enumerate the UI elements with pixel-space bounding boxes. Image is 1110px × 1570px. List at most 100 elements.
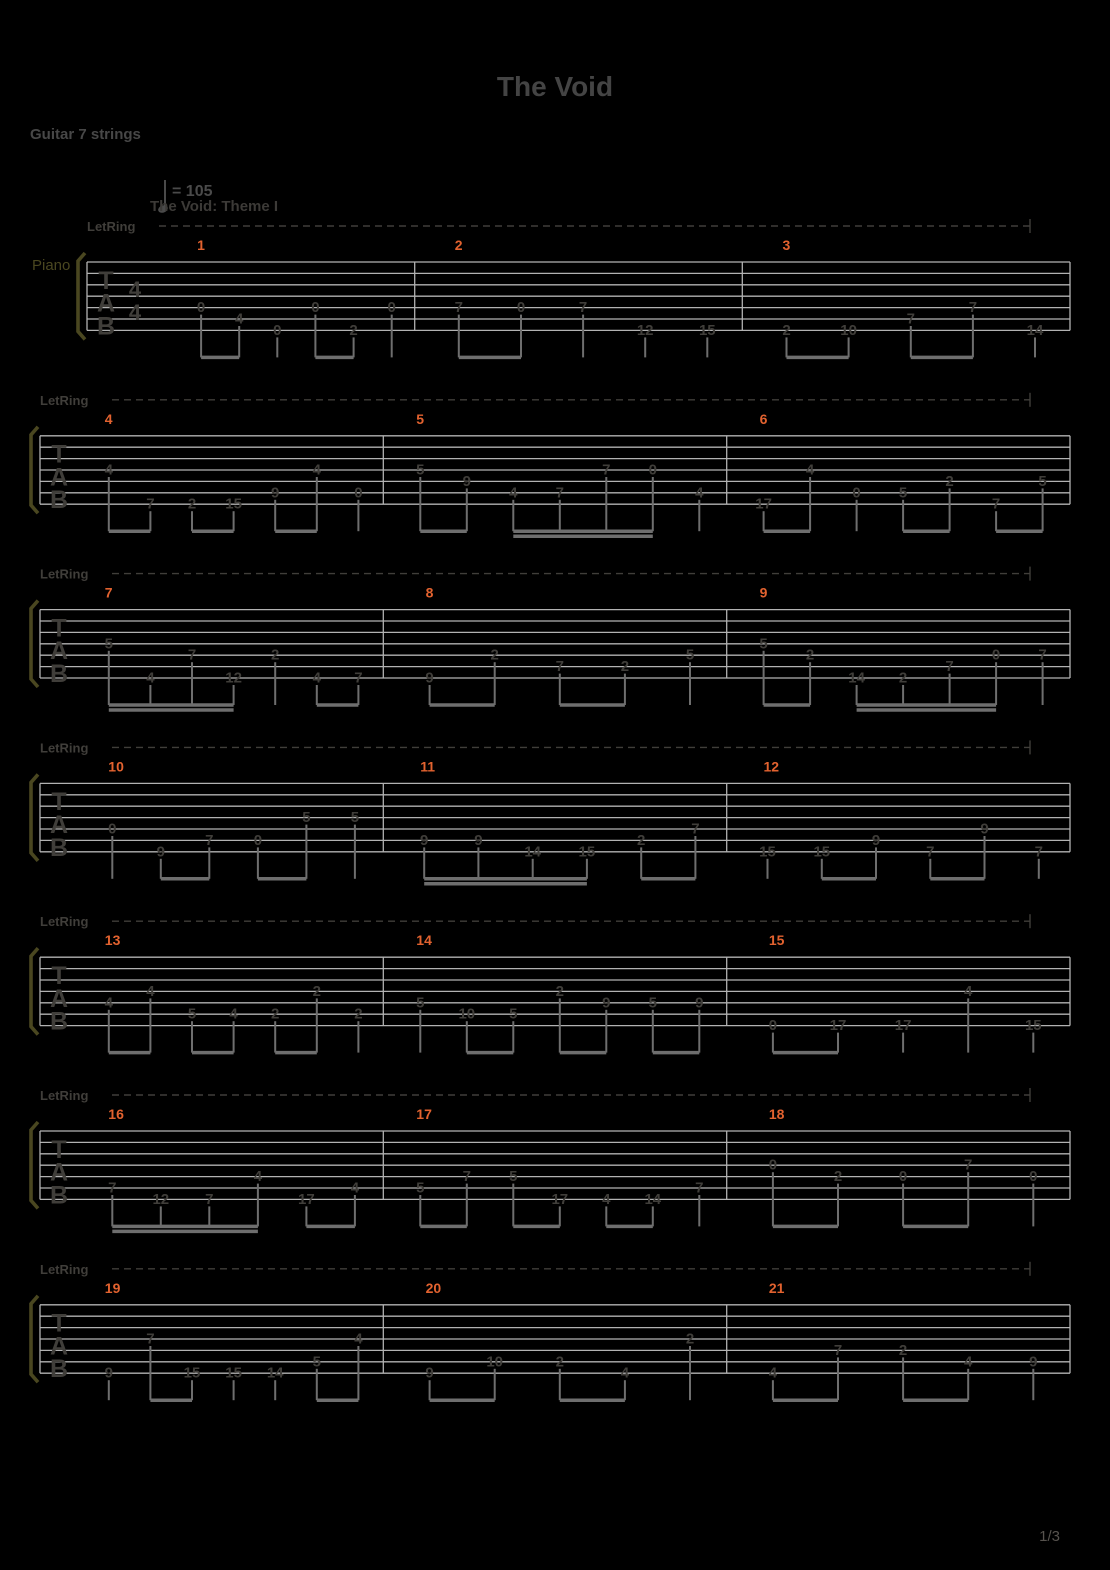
svg-text:9: 9	[463, 473, 471, 490]
svg-text:LetRing: LetRing	[40, 1262, 88, 1277]
svg-text:B: B	[50, 1008, 68, 1036]
svg-text:17: 17	[830, 1017, 847, 1034]
svg-text:2: 2	[945, 473, 953, 490]
svg-text:13: 13	[105, 932, 121, 948]
svg-text:7: 7	[926, 843, 934, 860]
svg-text:2: 2	[455, 237, 463, 253]
svg-text:12: 12	[225, 670, 242, 687]
svg-text:2: 2	[354, 1006, 362, 1023]
svg-text:6: 6	[760, 411, 768, 427]
svg-text:LetRing: LetRing	[87, 219, 135, 234]
svg-text:5: 5	[1038, 473, 1046, 490]
svg-text:4: 4	[313, 670, 322, 687]
svg-text:7: 7	[907, 311, 915, 328]
svg-text:12: 12	[764, 758, 780, 774]
svg-text:4: 4	[769, 1365, 778, 1382]
svg-text:4: 4	[105, 994, 114, 1011]
svg-text:4: 4	[146, 983, 155, 1000]
svg-text:7: 7	[556, 658, 564, 675]
svg-text:7: 7	[146, 496, 154, 513]
svg-text:The Void: Theme I: The Void: Theme I	[150, 198, 278, 215]
svg-text:7: 7	[691, 821, 699, 838]
svg-text:5: 5	[649, 994, 657, 1011]
svg-text:B: B	[97, 312, 115, 340]
svg-text:7: 7	[992, 496, 1000, 513]
svg-text:17: 17	[551, 1191, 568, 1208]
svg-text:12: 12	[637, 322, 654, 339]
svg-text:14: 14	[848, 670, 865, 687]
svg-text:2: 2	[556, 1353, 564, 1370]
svg-text:7: 7	[579, 299, 587, 316]
svg-text:7: 7	[1035, 843, 1043, 860]
svg-text:5: 5	[416, 462, 424, 479]
svg-text:7: 7	[695, 1180, 703, 1197]
svg-text:15: 15	[759, 843, 776, 860]
svg-text:18: 18	[769, 1106, 785, 1122]
svg-text:4: 4	[964, 1353, 973, 1370]
svg-text:4: 4	[695, 484, 704, 501]
svg-text:0: 0	[388, 299, 396, 316]
svg-text:0: 0	[354, 484, 362, 501]
svg-text:5: 5	[351, 809, 359, 826]
svg-text:10: 10	[458, 1006, 475, 1023]
svg-text:15: 15	[225, 1365, 242, 1382]
svg-text:B: B	[50, 1355, 68, 1383]
svg-text:LetRing: LetRing	[40, 914, 88, 929]
svg-text:17: 17	[416, 1106, 432, 1122]
svg-text:7: 7	[969, 299, 977, 316]
svg-text:4: 4	[254, 1168, 263, 1185]
svg-text:10: 10	[486, 1353, 503, 1370]
svg-text:0: 0	[197, 299, 205, 316]
svg-text:5: 5	[416, 994, 424, 1011]
svg-text:4: 4	[602, 1191, 611, 1208]
svg-text:17: 17	[755, 496, 772, 513]
svg-text:LetRing: LetRing	[40, 740, 88, 755]
svg-text:8: 8	[426, 585, 434, 601]
svg-text:15: 15	[699, 322, 716, 339]
svg-text:0: 0	[899, 1168, 907, 1185]
svg-text:5: 5	[416, 1180, 424, 1197]
svg-text:0: 0	[852, 484, 860, 501]
svg-text:0: 0	[769, 1017, 777, 1034]
svg-text:5: 5	[899, 484, 907, 501]
svg-text:5: 5	[188, 1006, 196, 1023]
svg-text:2: 2	[899, 670, 907, 687]
svg-text:7: 7	[455, 299, 463, 316]
svg-text:14: 14	[1027, 322, 1044, 339]
svg-text:16: 16	[108, 1106, 124, 1122]
svg-text:0: 0	[517, 299, 525, 316]
svg-text:9: 9	[271, 484, 279, 501]
svg-text:14: 14	[644, 1191, 661, 1208]
svg-text:2: 2	[349, 322, 357, 339]
svg-text:7: 7	[463, 1168, 471, 1185]
svg-text:2: 2	[188, 496, 196, 513]
svg-text:4: 4	[146, 670, 155, 687]
svg-text:Guitar 7 strings: Guitar 7 strings	[30, 126, 141, 143]
svg-text:17: 17	[895, 1017, 912, 1034]
svg-text:5: 5	[759, 635, 767, 652]
svg-text:0: 0	[1029, 1168, 1037, 1185]
svg-text:4: 4	[105, 462, 114, 479]
svg-text:15: 15	[184, 1365, 201, 1382]
svg-text:7: 7	[188, 647, 196, 664]
svg-text:2: 2	[637, 832, 645, 849]
svg-text:LetRing: LetRing	[40, 1088, 88, 1103]
svg-text:4: 4	[105, 411, 113, 427]
svg-text:4: 4	[129, 277, 142, 302]
svg-text:0: 0	[649, 462, 657, 479]
svg-text:2: 2	[782, 322, 790, 339]
svg-text:2: 2	[491, 647, 499, 664]
svg-text:Piano: Piano	[32, 257, 70, 274]
svg-text:7: 7	[354, 670, 362, 687]
svg-text:2: 2	[834, 1168, 842, 1185]
svg-text:0: 0	[273, 322, 281, 339]
svg-text:LetRing: LetRing	[40, 393, 88, 408]
svg-text:2: 2	[686, 1331, 694, 1348]
svg-text:2: 2	[313, 983, 321, 1000]
svg-text:7: 7	[945, 658, 953, 675]
svg-text:14: 14	[524, 843, 541, 860]
svg-text:4: 4	[129, 300, 142, 325]
svg-text:7: 7	[964, 1157, 972, 1174]
svg-text:5: 5	[416, 411, 424, 427]
svg-text:9: 9	[420, 832, 428, 849]
